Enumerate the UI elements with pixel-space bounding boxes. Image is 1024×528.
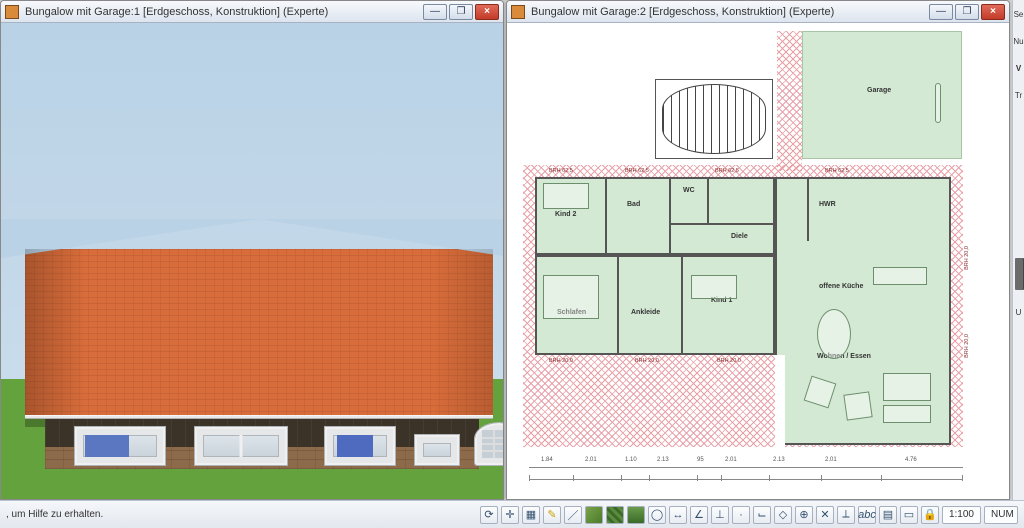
titlebar-left[interactable]: Bungalow mit Garage:1 [Erdgeschoss, Kons… [1, 1, 503, 23]
tool-hatch1-icon[interactable] [585, 506, 603, 524]
minimize-button[interactable]: — [423, 4, 447, 20]
tool-snap-intersect-icon[interactable]: ✕ [816, 506, 834, 524]
tool-layer-icon[interactable]: ▤ [879, 506, 897, 524]
app-icon [511, 5, 525, 19]
tool-axis-icon[interactable]: ✛ [501, 506, 519, 524]
status-hint: , um Hilfe zu erhalten. [6, 509, 103, 520]
brh-label: BRH 62,5 [549, 168, 573, 174]
titlebar-right[interactable]: Bungalow mit Garage:2 [Erdgeschoss, Kons… [507, 1, 1009, 23]
room-label: WC [683, 187, 695, 194]
room-label: Garage [867, 87, 891, 94]
dock-grip-icon[interactable] [1015, 258, 1023, 290]
window-3d: Bungalow mit Garage:1 [Erdgeschoss, Kons… [0, 0, 504, 500]
dim-label: 2.01 [585, 457, 597, 463]
dock-tab[interactable]: U [1016, 308, 1022, 317]
maximize-button[interactable]: ❐ [449, 4, 473, 20]
tool-snap-mid-icon[interactable]: ◇ [774, 506, 792, 524]
dim-label: 2.01 [725, 457, 737, 463]
maximize-button[interactable]: ❐ [955, 4, 979, 20]
dock-tab[interactable]: Tr [1015, 91, 1022, 100]
room-label: HWR [819, 201, 836, 208]
tool-pencil-icon[interactable]: ✎ [543, 506, 561, 524]
room-label: Diele [731, 233, 748, 240]
close-button[interactable]: × [981, 4, 1005, 20]
tool-grid-icon[interactable]: ▦ [522, 506, 540, 524]
close-button[interactable]: × [475, 4, 499, 20]
brh-label: BRH 20,0 [964, 246, 970, 270]
dock-tab[interactable]: Se [1014, 10, 1024, 19]
tool-ortho-icon[interactable]: ⊥ [711, 506, 729, 524]
room-label: Kind 2 [555, 211, 576, 218]
dim-label: 4.76 [905, 457, 917, 463]
right-dock[interactable]: Se Nu V Tr U [1012, 0, 1024, 500]
status-toolbar: ⟳ ✛ ▦ ✎ ／ ◯ ↔ ∠ ⊥ · ⌙ ◇ ⊕ ✕ ⟂ abc ▤ ▭ 🔒 … [480, 506, 1018, 524]
tool-view-icon[interactable]: ▭ [900, 506, 918, 524]
tool-angle-icon[interactable]: ∠ [690, 506, 708, 524]
scale-display[interactable]: 1:100 [942, 506, 981, 524]
brh-label: BRH 20,0 [717, 358, 741, 364]
brh-label: BRH 20,0 [635, 358, 659, 364]
status-bar: , um Hilfe zu erhalten. ⟳ ✛ ▦ ✎ ／ ◯ ↔ ∠ … [0, 500, 1024, 528]
dock-tab[interactable]: V [1016, 64, 1021, 73]
app-icon [5, 5, 19, 19]
workspace: Bungalow mit Garage:1 [Erdgeschoss, Kons… [0, 0, 1024, 500]
dock-tab[interactable]: Nu [1013, 37, 1023, 46]
terrace [655, 79, 773, 159]
brh-label: BRH 62,5 [625, 168, 649, 174]
tool-snap-center-icon[interactable]: ⊕ [795, 506, 813, 524]
room-label: Ankleide [631, 309, 660, 316]
minimize-button[interactable]: — [929, 4, 953, 20]
window-plan: Bungalow mit Garage:2 [Erdgeschoss, Kons… [506, 0, 1010, 500]
dim-label: 2.13 [657, 457, 669, 463]
tool-line-icon[interactable]: ／ [564, 506, 582, 524]
tool-dim-icon[interactable]: ↔ [669, 506, 687, 524]
dim-label: 1.10 [625, 457, 637, 463]
tool-hatch2-icon[interactable] [606, 506, 624, 524]
tool-snap-perp-icon[interactable]: ⟂ [837, 506, 855, 524]
brh-label: BRH 20,0 [964, 334, 970, 358]
tool-hatch3-icon[interactable] [627, 506, 645, 524]
viewport-3d[interactable] [1, 23, 503, 499]
brh-label: BRH 62,5 [715, 168, 739, 174]
tool-snap-point-icon[interactable]: · [732, 506, 750, 524]
tool-lock-icon[interactable]: 🔒 [921, 506, 939, 524]
room-label: offene Küche [819, 283, 863, 290]
window-title: Bungalow mit Garage:1 [Erdgeschoss, Kons… [25, 6, 417, 18]
brh-label: BRH 20,0 [549, 358, 573, 364]
tool-refresh-icon[interactable]: ⟳ [480, 506, 498, 524]
window-title: Bungalow mit Garage:2 [Erdgeschoss, Kons… [531, 6, 923, 18]
viewport-plan[interactable]: Garage [507, 23, 1009, 499]
tool-text-icon[interactable]: abc [858, 506, 876, 524]
dim-label: 95 [697, 457, 704, 463]
room-label: Bad [627, 201, 640, 208]
dim-label: 2.01 [825, 457, 837, 463]
brh-label: BRH 62,5 [825, 168, 849, 174]
dim-label: 1.84 [541, 457, 553, 463]
numlock-indicator: NUM [984, 506, 1018, 524]
tool-snap-end-icon[interactable]: ⌙ [753, 506, 771, 524]
dim-label: 2.13 [773, 457, 785, 463]
tool-circle-icon[interactable]: ◯ [648, 506, 666, 524]
